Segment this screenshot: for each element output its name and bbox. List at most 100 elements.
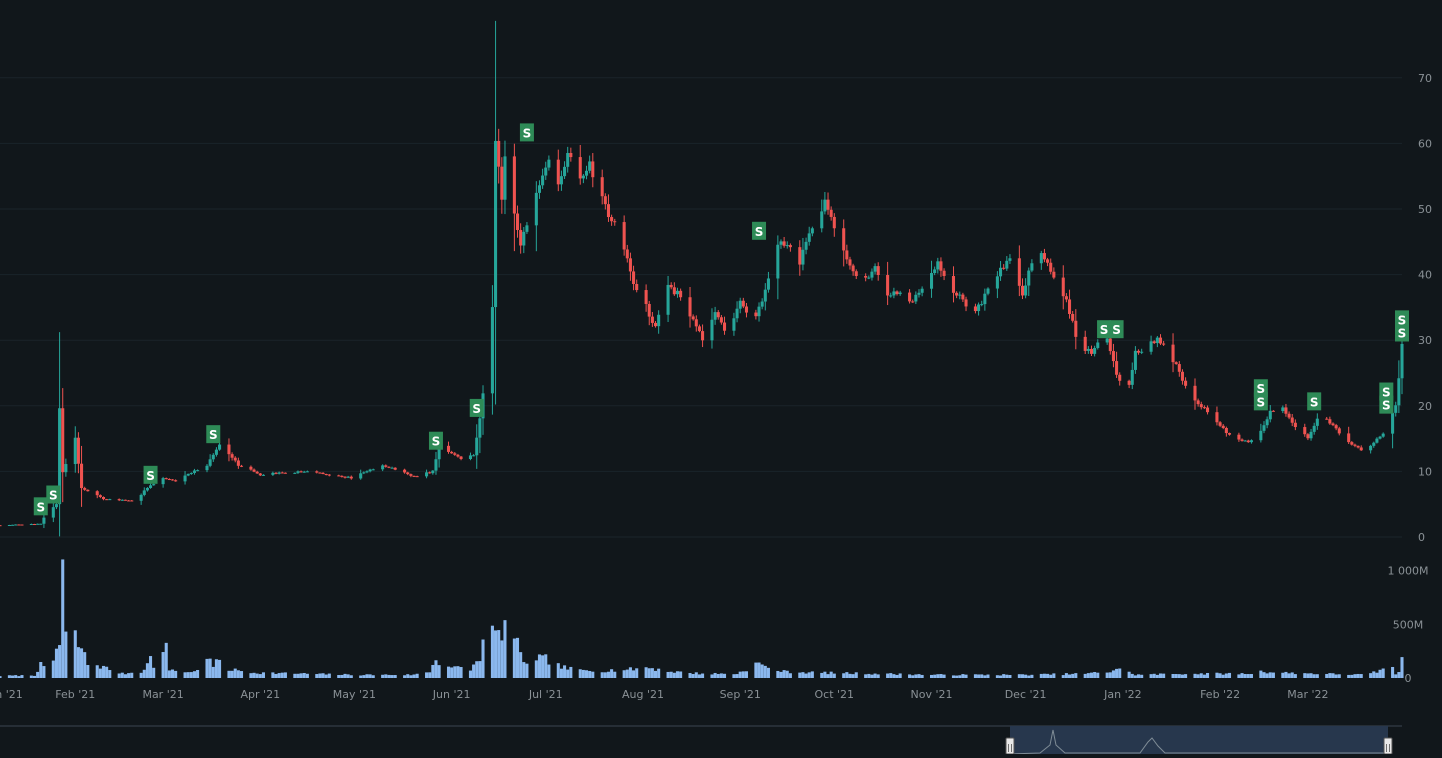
candle-body[interactable]: [1206, 407, 1210, 413]
candle[interactable]: [823, 192, 827, 215]
signal-marker-box[interactable]: [1395, 310, 1409, 329]
candle[interactable]: [779, 239, 783, 249]
candle[interactable]: [1350, 440, 1354, 446]
candle[interactable]: [1017, 245, 1021, 297]
volume-bar[interactable]: [810, 671, 814, 678]
volume-bar[interactable]: [541, 655, 545, 678]
candle-body[interactable]: [145, 487, 149, 491]
candle-body[interactable]: [776, 244, 780, 279]
candle-body[interactable]: [478, 418, 482, 438]
candle[interactable]: [534, 181, 538, 252]
volume-bar[interactable]: [1290, 672, 1294, 678]
volume-bar[interactable]: [437, 665, 441, 678]
candle[interactable]: [105, 498, 109, 501]
candle-body[interactable]: [1249, 440, 1253, 443]
candle[interactable]: [569, 147, 573, 162]
candle-body[interactable]: [1193, 385, 1197, 401]
candle-body[interactable]: [1108, 338, 1112, 352]
candle[interactable]: [459, 455, 463, 461]
candle[interactable]: [1049, 258, 1053, 275]
candle-body[interactable]: [973, 306, 977, 312]
volume-bar[interactable]: [1237, 674, 1241, 678]
candle[interactable]: [810, 226, 814, 237]
candle-body[interactable]: [1262, 425, 1266, 431]
candle[interactable]: [519, 223, 523, 254]
candle-body[interactable]: [1218, 422, 1222, 426]
candle-body[interactable]: [653, 322, 658, 327]
candle-body[interactable]: [1115, 361, 1119, 375]
candle-body[interactable]: [798, 247, 802, 265]
candle-body[interactable]: [1005, 260, 1009, 269]
volume-bar[interactable]: [669, 671, 673, 678]
candle[interactable]: [393, 467, 397, 471]
signal-marker[interactable]: S: [519, 123, 534, 142]
candle[interactable]: [239, 464, 244, 468]
volume-bar[interactable]: [1064, 673, 1068, 678]
candle[interactable]: [205, 464, 209, 473]
volume-bar[interactable]: [798, 672, 802, 678]
volume-bar[interactable]: [873, 673, 877, 678]
candle-body[interactable]: [908, 292, 912, 302]
volume-bar[interactable]: [1093, 672, 1097, 678]
candle[interactable]: [318, 472, 322, 474]
candle-body[interactable]: [675, 290, 680, 295]
candle-body[interactable]: [299, 471, 303, 473]
volume-bar[interactable]: [1287, 673, 1291, 678]
volume-bar[interactable]: [998, 675, 1003, 678]
candle[interactable]: [732, 312, 736, 336]
candle[interactable]: [635, 279, 639, 293]
volume-bar[interactable]: [1152, 673, 1156, 678]
candle[interactable]: [851, 263, 855, 276]
candle-body[interactable]: [1347, 433, 1351, 443]
candle[interactable]: [647, 300, 651, 326]
candle-body[interactable]: [1331, 423, 1335, 426]
candle[interactable]: [798, 240, 802, 276]
candle-body[interactable]: [1359, 447, 1363, 451]
candle-body[interactable]: [337, 475, 341, 477]
volume-bar[interactable]: [32, 675, 37, 678]
candle[interactable]: [1265, 416, 1269, 429]
candle[interactable]: [1284, 403, 1288, 417]
candle[interactable]: [73, 426, 77, 473]
candle-body[interactable]: [1074, 320, 1078, 337]
volume-bar[interactable]: [1130, 673, 1134, 678]
candle[interactable]: [801, 237, 805, 271]
volume-bar[interactable]: [365, 674, 369, 678]
volume-bar[interactable]: [732, 674, 736, 678]
candle[interactable]: [349, 475, 353, 480]
volume-bar[interactable]: [494, 630, 498, 678]
candle[interactable]: [1149, 335, 1153, 355]
candle-body[interactable]: [851, 265, 855, 272]
volume-bar[interactable]: [1271, 672, 1275, 678]
volume-bar[interactable]: [826, 674, 830, 678]
volume-bar[interactable]: [666, 671, 670, 678]
candle[interactable]: [1347, 426, 1351, 444]
volume-bar[interactable]: [95, 665, 99, 678]
candle-body[interactable]: [785, 245, 789, 247]
volume-bar[interactable]: [1328, 673, 1332, 678]
candle-body[interactable]: [1400, 343, 1404, 379]
candle-body[interactable]: [826, 199, 830, 210]
volume-bar[interactable]: [584, 670, 589, 678]
candle[interactable]: [1218, 421, 1222, 428]
candle-body[interactable]: [929, 273, 934, 289]
candle-body[interactable]: [1221, 425, 1225, 428]
candle[interactable]: [973, 303, 977, 314]
volume-bar[interactable]: [1111, 670, 1115, 678]
candle[interactable]: [475, 424, 479, 469]
volume-bar[interactable]: [848, 673, 852, 678]
candle[interactable]: [515, 205, 520, 238]
volume-bar[interactable]: [1155, 674, 1159, 678]
range-navigator[interactable]: || ||: [0, 725, 1402, 755]
volume-bar[interactable]: [1394, 674, 1398, 678]
candle[interactable]: [86, 489, 90, 492]
candle-body[interactable]: [998, 267, 1003, 277]
volume-bar[interactable]: [933, 674, 937, 678]
volume-bar[interactable]: [349, 675, 353, 678]
candle-body[interactable]: [20, 524, 24, 526]
candle[interactable]: [898, 290, 902, 296]
candle[interactable]: [600, 169, 604, 205]
signal-marker-box[interactable]: [1109, 320, 1124, 339]
candle-body[interactable]: [625, 249, 629, 259]
